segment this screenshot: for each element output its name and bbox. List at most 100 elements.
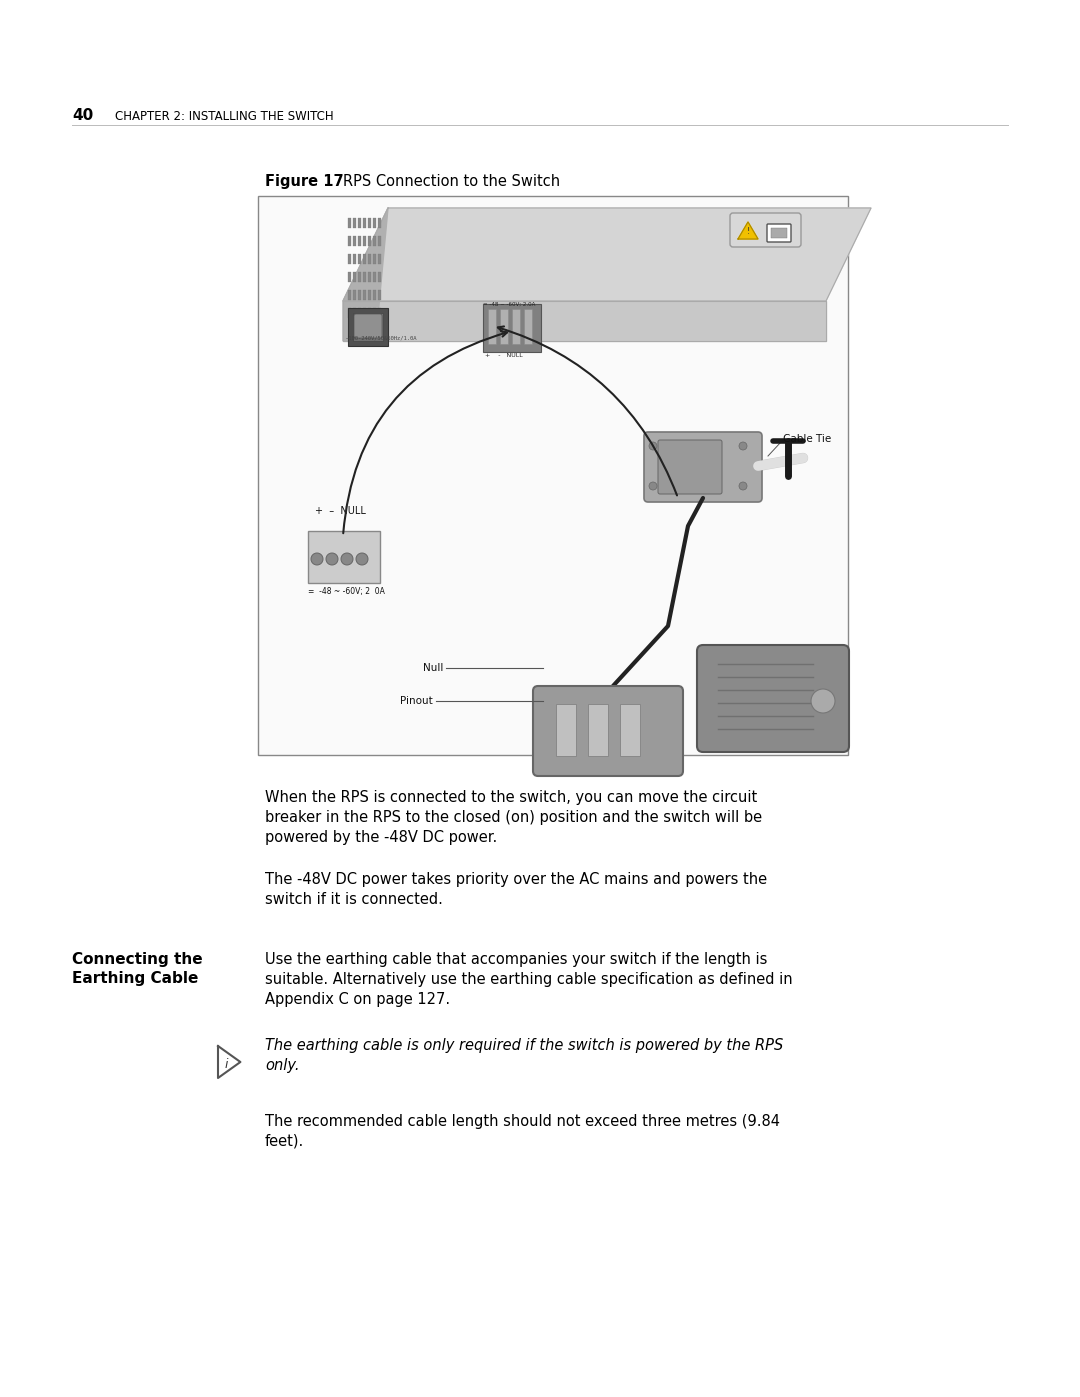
Text: Use the earthing cable that accompanies your switch if the length is: Use the earthing cable that accompanies …	[265, 951, 768, 967]
Bar	[588, 704, 608, 756]
Text: =  -48 ~ -60V; 2  0A: = -48 ~ -60V; 2 0A	[308, 587, 384, 597]
Text: Appendix C on page 127.: Appendix C on page 127.	[265, 992, 450, 1007]
Bar	[483, 305, 541, 352]
Bar	[353, 272, 356, 282]
Text: only.: only.	[265, 1058, 299, 1073]
Text: The earthing cable is only required if the switch is powered by the RPS: The earthing cable is only required if t…	[265, 1038, 783, 1053]
Bar	[258, 196, 848, 754]
Bar	[378, 291, 381, 300]
Bar	[363, 218, 366, 228]
FancyBboxPatch shape	[658, 440, 723, 495]
FancyBboxPatch shape	[767, 224, 791, 242]
Bar	[368, 218, 372, 228]
Bar	[368, 307, 372, 319]
Text: RPS Connection to the Switch: RPS Connection to the Switch	[343, 175, 561, 189]
Text: The recommended cable length should not exceed three metres (9.84: The recommended cable length should not …	[265, 1113, 780, 1129]
Bar	[357, 291, 361, 300]
Text: Connecting the: Connecting the	[72, 951, 203, 967]
Polygon shape	[738, 222, 758, 239]
Bar	[368, 254, 372, 264]
FancyBboxPatch shape	[534, 686, 683, 775]
Bar	[348, 291, 351, 300]
Bar	[771, 228, 787, 237]
Text: Cable Tie: Cable Tie	[783, 434, 832, 444]
Bar	[556, 704, 576, 756]
Circle shape	[811, 689, 835, 712]
Text: ~100-240V/50&60Hz/1.0A: ~100-240V/50&60Hz/1.0A	[346, 335, 418, 339]
Text: Pinout: Pinout	[401, 696, 433, 705]
Bar	[512, 309, 519, 344]
Polygon shape	[343, 208, 388, 341]
Circle shape	[649, 441, 657, 450]
Text: Earthing Cable: Earthing Cable	[72, 971, 199, 986]
Text: feet).: feet).	[265, 1134, 305, 1148]
Bar	[378, 254, 381, 264]
Text: CHAPTER 2: INSTALLING THE SWITCH: CHAPTER 2: INSTALLING THE SWITCH	[114, 110, 334, 123]
Text: The -48V DC power takes priority over the AC mains and powers the: The -48V DC power takes priority over th…	[265, 872, 767, 887]
Bar	[378, 236, 381, 246]
Text: +  –  NULL: + – NULL	[315, 506, 366, 515]
Bar	[308, 531, 380, 583]
Text: Null: Null	[422, 664, 443, 673]
Circle shape	[326, 553, 338, 564]
FancyBboxPatch shape	[697, 645, 849, 752]
Bar	[348, 272, 351, 282]
Bar	[348, 307, 351, 319]
Text: breaker in the RPS to the closed (on) position and the switch will be: breaker in the RPS to the closed (on) po…	[265, 810, 762, 826]
Text: 40: 40	[72, 108, 93, 123]
Bar	[357, 236, 361, 246]
Bar	[357, 218, 361, 228]
Circle shape	[356, 553, 368, 564]
FancyBboxPatch shape	[354, 314, 382, 338]
Bar	[620, 704, 640, 756]
Bar	[353, 254, 356, 264]
Bar	[373, 272, 376, 282]
Text: !: !	[746, 226, 750, 236]
Bar	[353, 307, 356, 319]
Bar	[373, 236, 376, 246]
Bar	[353, 313, 383, 341]
Bar	[378, 307, 381, 319]
Bar	[348, 218, 351, 228]
Circle shape	[739, 441, 747, 450]
Bar	[373, 254, 376, 264]
Text: powered by the -48V DC power.: powered by the -48V DC power.	[265, 830, 497, 845]
Text: i: i	[225, 1058, 228, 1070]
Bar	[357, 307, 361, 319]
Text: suitable. Alternatively use the earthing cable specification as defined in: suitable. Alternatively use the earthing…	[265, 972, 793, 988]
Bar	[357, 254, 361, 264]
Bar	[363, 291, 366, 300]
Bar	[373, 291, 376, 300]
Bar	[353, 218, 356, 228]
Bar	[363, 236, 366, 246]
Circle shape	[649, 482, 657, 490]
Bar	[363, 272, 366, 282]
Polygon shape	[218, 1046, 241, 1078]
Polygon shape	[343, 208, 870, 300]
Polygon shape	[343, 300, 826, 341]
Bar	[348, 307, 388, 346]
Bar	[357, 272, 361, 282]
FancyBboxPatch shape	[644, 432, 762, 502]
Text: +    -   NULL: + - NULL	[485, 353, 523, 358]
Bar	[378, 272, 381, 282]
Circle shape	[341, 553, 353, 564]
Bar	[373, 307, 376, 319]
Text: switch if it is connected.: switch if it is connected.	[265, 893, 443, 907]
Bar	[378, 218, 381, 228]
Bar	[500, 309, 508, 344]
Bar	[368, 236, 372, 246]
Bar	[348, 254, 351, 264]
Text: Figure 17: Figure 17	[265, 175, 343, 189]
Text: = -48 ~ -60V; 2.0A: = -48 ~ -60V; 2.0A	[483, 302, 536, 307]
Bar	[353, 236, 356, 246]
Circle shape	[739, 482, 747, 490]
Bar	[363, 307, 366, 319]
Bar	[353, 291, 356, 300]
Text: When the RPS is connected to the switch, you can move the circuit: When the RPS is connected to the switch,…	[265, 789, 757, 805]
Bar	[368, 272, 372, 282]
Bar	[348, 236, 351, 246]
FancyBboxPatch shape	[730, 212, 801, 247]
Bar	[363, 254, 366, 264]
Bar	[373, 218, 376, 228]
